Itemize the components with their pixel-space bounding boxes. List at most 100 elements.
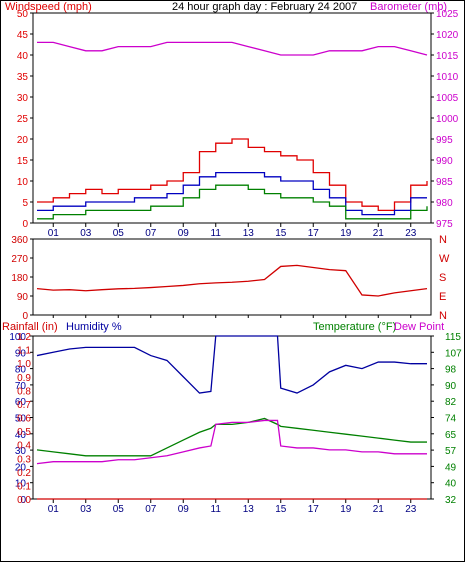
humidity-hour-label: 07 [145, 504, 157, 515]
dewpoint-series-line [36, 419, 427, 465]
compass-tick-label: E [439, 291, 446, 303]
humidity-hour-label: 05 [113, 504, 125, 515]
temperature-tick-label: 115 [445, 332, 461, 343]
humidity-hour-label: 23 [405, 504, 417, 515]
humidity-hour-label: 17 [308, 504, 320, 515]
rainfall-tick-label: 0.4 [17, 441, 31, 452]
wind-hour-label: 05 [113, 228, 125, 239]
temperature-tick-label: 74 [445, 414, 457, 425]
rainfall-tick-label: 0.5 [17, 427, 31, 438]
wind-hour-label: 09 [178, 228, 190, 239]
barometer-tick-label: 1025 [436, 9, 459, 20]
humidity-axis-label: Humidity % [66, 321, 122, 333]
humidity-tick-label: 90 [15, 348, 27, 359]
humidity-tick-label: 70 [15, 381, 27, 392]
humidity-hour-label: 13 [243, 504, 255, 515]
rainfall-tick-label: 0.6 [17, 414, 31, 425]
wind-hour-label: 01 [48, 228, 60, 239]
humidity-panel-frame [32, 335, 432, 500]
rainfall-tick-label: 0.1 [17, 481, 31, 492]
dewpoint-axis-label: Dew Point [394, 321, 444, 333]
wind-hour-label: 23 [405, 228, 417, 239]
rainfall-tick-label: 0.9 [17, 373, 31, 384]
humidity-tick-label: 0 [20, 495, 26, 506]
humidity-tick-label: 80 [15, 365, 27, 376]
windspeed-tick-label: 40 [17, 51, 29, 62]
page-title: 24 hour graph day : February 24 2007 [172, 1, 357, 13]
humidity-hour-label: 21 [373, 504, 385, 515]
wind-hour-label: 07 [145, 228, 157, 239]
direction-series-line [36, 264, 428, 297]
rainfall-axis-label: Rainfall (in) [2, 321, 58, 333]
compass-tick-label: W [439, 253, 450, 265]
direction-panel-frame [32, 238, 432, 316]
barometer-tick-label: 980 [436, 198, 453, 209]
direction-tick-label: 180 [11, 273, 28, 284]
rainfall-tick-label: 1.2 [17, 332, 31, 343]
barometer-tick-label: 1015 [436, 51, 459, 62]
windspeed-tick-label: 20 [17, 135, 29, 146]
windspeed-tick-label: 50 [17, 9, 29, 20]
windspeed-tick-label: 5 [22, 198, 28, 209]
humidity-series-line [36, 335, 427, 394]
humidity-tick-label: 50 [15, 414, 27, 425]
temperature-tick-label: 65 [445, 430, 457, 441]
wind-hour-label: 17 [308, 228, 320, 239]
windspeed-tick-label: 35 [17, 72, 29, 83]
direction-tick-label: 90 [17, 292, 29, 303]
direction-tick-label: 360 [11, 235, 28, 246]
temperature-tick-label: 40 [445, 479, 457, 490]
humidity-hour-label: 01 [48, 504, 60, 515]
barometer-tick-label: 985 [436, 177, 453, 188]
wind-hour-label: 21 [373, 228, 385, 239]
temperature-tick-label: 57 [445, 446, 457, 457]
windspeed-tick-label: 25 [17, 114, 29, 125]
windspeed-tick-label: 45 [17, 30, 29, 41]
temperature-axis-label: Temperature (°F) [313, 321, 396, 333]
barometer-tick-label: 1000 [436, 114, 459, 125]
rainfall-tick-label: 0.2 [17, 468, 31, 479]
barometer-series-line [37, 41, 428, 56]
windspeed-tick-label: 30 [17, 93, 29, 104]
barometer-tick-label: 1005 [436, 93, 459, 104]
barometer-tick-label: 1020 [436, 30, 459, 41]
wind-hour-label: 13 [243, 228, 255, 239]
humidity-hour-label: 15 [275, 504, 287, 515]
humidity-hour-label: 19 [340, 504, 352, 515]
windspeed-tick-label: 15 [17, 156, 29, 167]
rainfall-tick-label: 0.8 [17, 386, 31, 397]
compass-tick-label: N [439, 310, 447, 322]
humidity-tick-label: 20 [15, 462, 27, 473]
rainfall-tick-label: 0.0 [17, 495, 31, 506]
humidity-tick-label: 40 [15, 430, 27, 441]
gust-series-line [37, 171, 427, 216]
humidity-tick-label: 100 [9, 332, 26, 343]
windspeed-tick-label: 10 [17, 177, 29, 188]
direction-tick-label: 0 [22, 311, 28, 322]
humidity-tick-label: 10 [15, 479, 27, 490]
temperature-tick-label: 98 [445, 365, 457, 376]
rainfall-tick-label: 0.7 [17, 400, 31, 411]
barometer-tick-label: 990 [436, 156, 453, 167]
wind-hour-label: 19 [340, 228, 352, 239]
temperature-tick-label: 107 [445, 348, 462, 359]
temperature-tick-label: 90 [445, 381, 457, 392]
rainfall-tick-label: 1.0 [17, 359, 31, 370]
humidity-tick-label: 60 [15, 397, 27, 408]
compass-tick-label: N [439, 234, 447, 246]
compass-tick-label: S [439, 272, 446, 284]
humidity-tick-label: 30 [15, 446, 27, 457]
temperature-tick-label: 49 [445, 462, 457, 473]
rainfall-tick-label: 0.3 [17, 454, 31, 465]
temperature-tick-label: 82 [445, 397, 457, 408]
barometer-tick-label: 975 [436, 219, 453, 230]
humidity-hour-label: 03 [80, 504, 92, 515]
barometer-tick-label: 995 [436, 135, 453, 146]
windspeed-series-line [37, 138, 428, 212]
barometer-axis-label: Barometer (mb) [370, 1, 447, 13]
humidity-hour-label: 09 [178, 504, 190, 515]
barometer-tick-label: 1010 [436, 72, 459, 83]
wind-hour-label: 11 [211, 228, 222, 239]
